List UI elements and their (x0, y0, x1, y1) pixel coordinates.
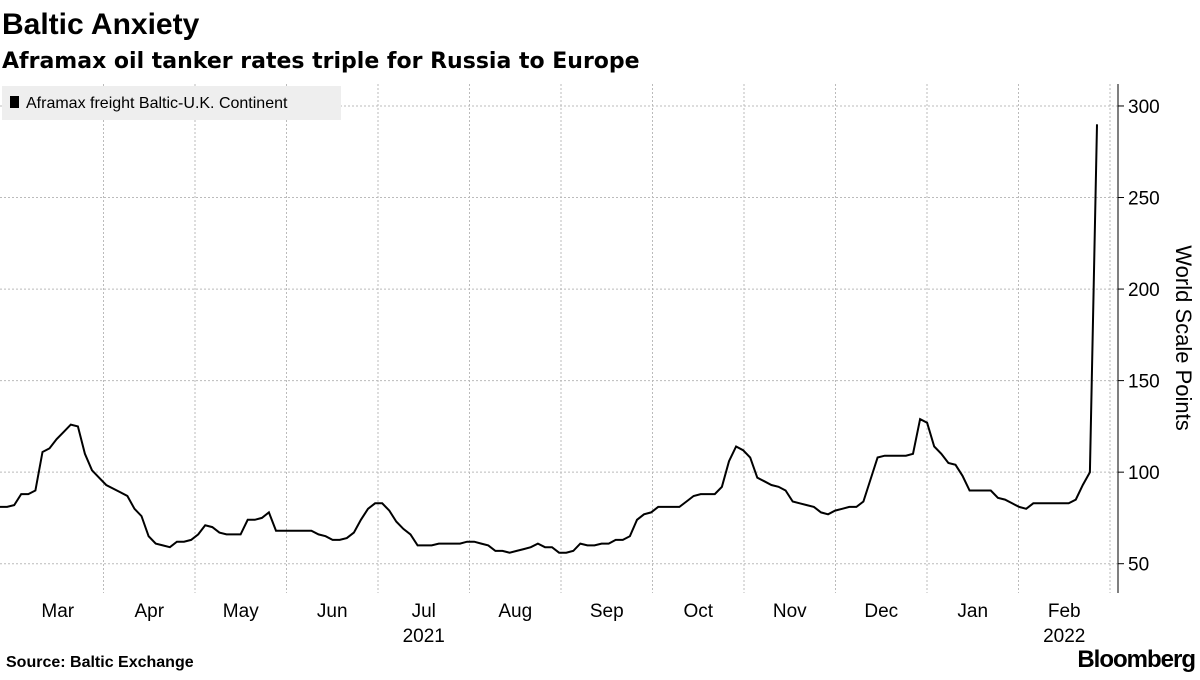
x-tick-label: Jun (317, 601, 348, 622)
source: Source: Baltic Exchange (6, 654, 194, 671)
year-label: 2022 (1043, 626, 1085, 647)
chart-subtitle: Aframax oil tanker rates triple for Russ… (2, 49, 640, 74)
x-tick-label: Mar (41, 601, 74, 622)
brand: Bloomberg (1077, 646, 1195, 673)
x-tick-label: Nov (773, 601, 807, 622)
y-tick-label: 300 (1128, 97, 1160, 118)
y-tick-label: 50 (1128, 555, 1149, 576)
y-tick-label: 100 (1128, 463, 1160, 484)
x-tick-label: Feb (1048, 601, 1081, 622)
x-tick-label: Oct (683, 601, 713, 622)
legend-box (2, 86, 341, 120)
legend-label: Aframax freight Baltic-U.K. Continent (26, 95, 288, 112)
y-tick-label: 250 (1128, 189, 1160, 210)
x-tick-label: Aug (498, 601, 532, 622)
x-tick-label: Jan (957, 601, 988, 622)
y-axis-label: World Scale Points (1171, 245, 1196, 430)
chart-title: Baltic Anxiety (2, 8, 200, 41)
x-tick-label: May (223, 601, 259, 622)
y-tick-label: 200 (1128, 280, 1160, 301)
year-label: 2021 (403, 626, 445, 647)
x-tick-label: Jul (412, 601, 436, 622)
x-tick-label: Apr (134, 601, 164, 622)
line-series (0, 124, 1098, 554)
x-tick-label: Sep (590, 601, 624, 622)
y-tick-label: 150 (1128, 372, 1160, 393)
x-tick-label: Dec (864, 601, 898, 622)
legend-swatch (10, 96, 19, 108)
